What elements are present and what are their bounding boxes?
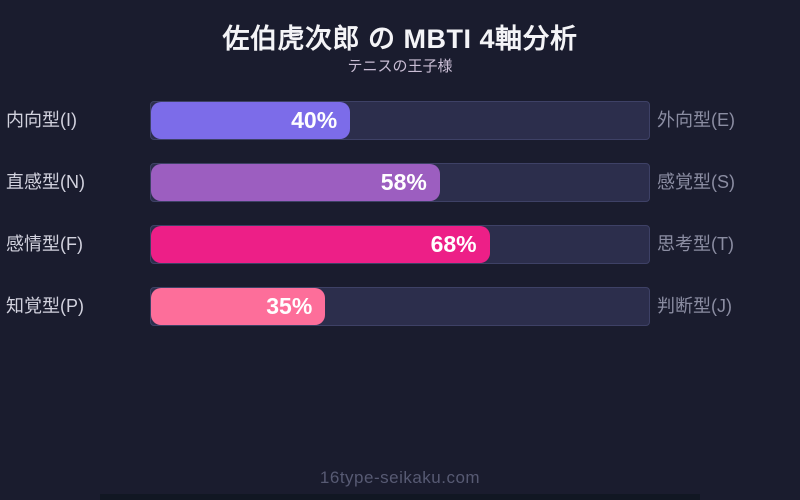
bar-row: 感情型(F) 68% 思考型(T) <box>0 225 800 264</box>
bar-value-label: 68% <box>430 231 477 257</box>
bar-row: 知覚型(P) 35% 判断型(J) <box>0 287 800 326</box>
bar-fill: 35% <box>151 288 326 325</box>
axis-left-label: 直感型(N) <box>6 172 85 192</box>
bar-track: 68% <box>150 225 650 264</box>
bar-track: 35% <box>150 287 650 326</box>
bar-value-label: 58% <box>380 169 427 195</box>
bar-fill: 40% <box>151 102 351 139</box>
axis-right-label: 外向型(E) <box>657 110 735 130</box>
bar-fill: 58% <box>151 164 440 201</box>
bar-row: 直感型(N) 58% 感覚型(S) <box>0 163 800 202</box>
footer-watermark: 16type-seikaku.com <box>319 468 481 487</box>
bar-value-label: 35% <box>266 293 313 319</box>
bottom-edge-strip <box>100 494 700 500</box>
page-title: 佐伯虎次郎 の MBTI 4軸分析 <box>222 24 578 54</box>
bar-row: 内向型(I) 40% 外向型(E) <box>0 101 800 140</box>
axis-right-label: 判断型(J) <box>657 296 732 316</box>
bar-track: 58% <box>150 163 650 202</box>
axis-right-label: 思考型(T) <box>657 234 734 254</box>
axis-right-label: 感覚型(S) <box>657 172 735 192</box>
page-subtitle: テニスの王子様 <box>347 58 453 75</box>
axis-left-label: 内向型(I) <box>6 110 77 130</box>
axis-left-label: 感情型(F) <box>6 234 83 254</box>
bar-value-label: 40% <box>291 107 338 133</box>
bar-track: 40% <box>150 101 650 140</box>
bar-fill: 68% <box>151 226 490 263</box>
axis-left-label: 知覚型(P) <box>6 296 84 316</box>
bar-rows: 内向型(I) 40% 外向型(E) 直感型(N) 58% 感覚型(S) 感情型(… <box>0 101 800 349</box>
